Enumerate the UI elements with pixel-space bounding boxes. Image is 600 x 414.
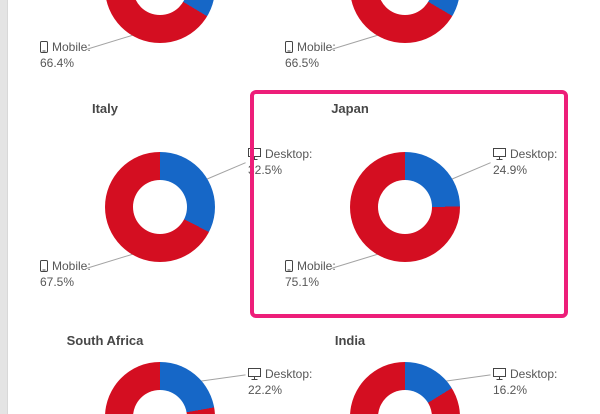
page-left-gutter: [0, 0, 8, 414]
donut-hole: [378, 0, 432, 15]
mobile-leader-line: [85, 34, 134, 50]
mobile-label: Mobile:: [52, 259, 91, 273]
chart-title: South Africa: [66, 333, 144, 348]
mobile-label-block: Mobile: 67.5%: [40, 259, 91, 289]
donut-chart: Desktop: Mobile: 66.5%: [255, 0, 555, 103]
mobile-label: Mobile:: [52, 40, 91, 54]
desktop-value: 16.2%: [493, 383, 528, 397]
desktop-label: Desktop:: [510, 367, 558, 381]
donut-chart-italy: Italy Desktop: 32.5% Mobile: 67.5%: [10, 87, 312, 322]
chart-title: Italy: [91, 101, 118, 116]
desktop-icon: [493, 368, 506, 380]
desktop-value: 22.2%: [248, 383, 283, 397]
desktop-leader-line: [450, 162, 491, 180]
desktop-label: Desktop:: [265, 367, 313, 381]
mobile-icon: [40, 41, 48, 53]
donut-hole: [133, 180, 187, 234]
mobile-label: Mobile:: [297, 259, 336, 273]
mobile-icon: [40, 260, 48, 272]
donut-hole: [378, 180, 432, 234]
mobile-leader-line: [330, 253, 379, 269]
donut[interactable]: [105, 152, 215, 262]
desktop-value: 32.5%: [248, 163, 283, 177]
donut[interactable]: [350, 362, 460, 414]
desktop-label-block: Desktop: 16.2%: [493, 367, 557, 397]
mobile-icon: [285, 41, 293, 53]
mobile-value: 75.1%: [285, 275, 320, 289]
donut-chart: Desktop: Mobile: 66.4%: [10, 0, 310, 103]
mobile-value: 67.5%: [40, 275, 75, 289]
mobile-value: 66.5%: [285, 56, 320, 70]
desktop-value: 24.9%: [493, 163, 528, 177]
desktop-label: Desktop:: [265, 147, 313, 161]
desktop-label-block: Desktop: 24.9%: [493, 147, 557, 177]
mobile-leader-line: [330, 34, 379, 50]
donut-hole: [133, 390, 187, 414]
mobile-label-block: Mobile: 66.4%: [40, 40, 91, 70]
desktop-leader-line: [442, 374, 491, 382]
mobile-label: Mobile:: [297, 40, 336, 54]
chart-title: Japan: [331, 101, 369, 116]
donut[interactable]: [350, 0, 460, 43]
desktop-leader-line: [205, 162, 246, 180]
desktop-leader-line: [197, 374, 246, 382]
desktop-icon: [493, 148, 506, 160]
donut-chart-india: India Desktop: 16.2% Mobile:: [255, 297, 557, 414]
donut[interactable]: [350, 152, 460, 262]
donut-chart-south-africa: South Africa Desktop: 22.2% Mobile:: [10, 297, 312, 414]
desktop-icon: [248, 368, 261, 380]
desktop-label-block: Desktop: 22.2%: [248, 367, 312, 397]
mobile-value: 66.4%: [40, 56, 75, 70]
donut-hole: [133, 0, 187, 15]
mobile-leader-line: [85, 253, 134, 269]
donut-chart-japan: Japan Desktop: 24.9% Mobile: 75.1%: [255, 87, 557, 322]
mobile-label-block: Mobile: 75.1%: [285, 259, 336, 289]
donut[interactable]: [105, 362, 215, 414]
desktop-label: Desktop:: [510, 147, 558, 161]
chart-title: India: [334, 333, 366, 348]
desktop-label-block: Desktop: 32.5%: [248, 147, 312, 177]
donut[interactable]: [105, 0, 215, 43]
donut-hole: [378, 390, 432, 414]
mobile-label-block: Mobile: 66.5%: [285, 40, 336, 70]
mobile-icon: [285, 260, 293, 272]
